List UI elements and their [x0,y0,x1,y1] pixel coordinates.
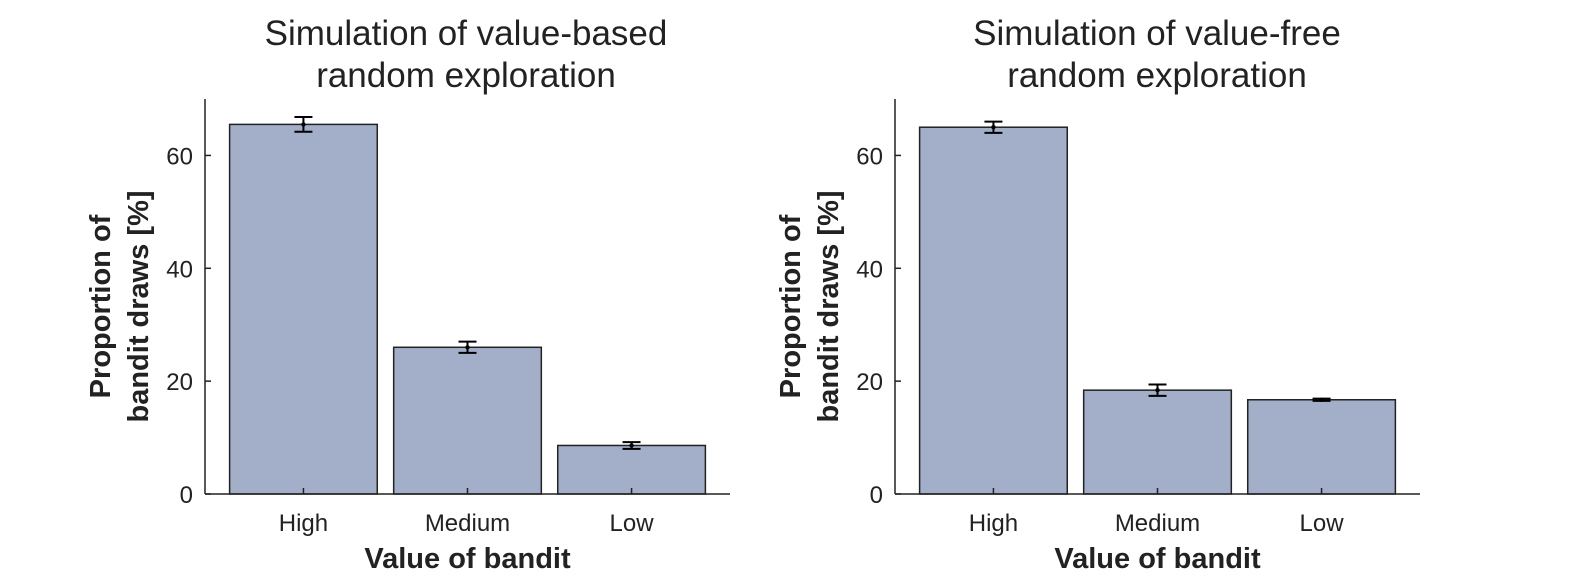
bar-high [228,123,379,495]
y-axis-label-line: Proportion of [85,214,117,398]
mean-marker [465,345,470,350]
bar-low [1246,399,1397,495]
bar-medium [1082,389,1233,495]
x-axis-label: Value of bandit [1054,543,1261,575]
y-tick-label: 20 [856,369,883,396]
x-tick-label: High [969,510,1018,537]
y-tick-label: 60 [856,143,883,170]
y-axis-label: Proportion of bandit draws [%] [85,190,155,422]
x-tick-label: Low [1300,510,1345,537]
y-tick-label: 0 [870,482,883,509]
y-tick-label: 40 [166,256,193,283]
mean-marker [1155,387,1160,393]
bar-low [556,444,707,495]
y-tick-label: 40 [856,256,883,283]
chart-title-line: random exploration [316,56,616,95]
y-axis-label-line: bandit draws [%] [813,190,845,422]
y-axis-label-line: bandit draws [%] [123,190,155,422]
x-tick-label: Medium [425,510,510,537]
y-tick-label: 0 [180,482,193,509]
chart-title-line: random exploration [1007,56,1307,95]
y-tick-label: 60 [166,143,193,170]
chart-title-line: Simulation of value-free [973,14,1341,53]
bar-high [918,126,1069,495]
x-axis-label: Value of bandit [364,543,571,575]
y-axis-label-line: Proportion of [775,214,807,398]
mean-marker [629,443,634,448]
mean-marker [991,125,996,130]
bar-medium [392,346,543,495]
y-tick-label: 20 [166,369,193,396]
x-tick-label: High [279,510,328,537]
x-tick-label: Low [610,510,655,537]
mean-marker [301,122,306,127]
x-tick-label: Medium [1115,510,1200,537]
mean-marker [1319,397,1324,402]
chart-title-line: Simulation of value-based [265,14,668,53]
y-axis-label: Proportion of bandit draws [%] [775,190,845,422]
